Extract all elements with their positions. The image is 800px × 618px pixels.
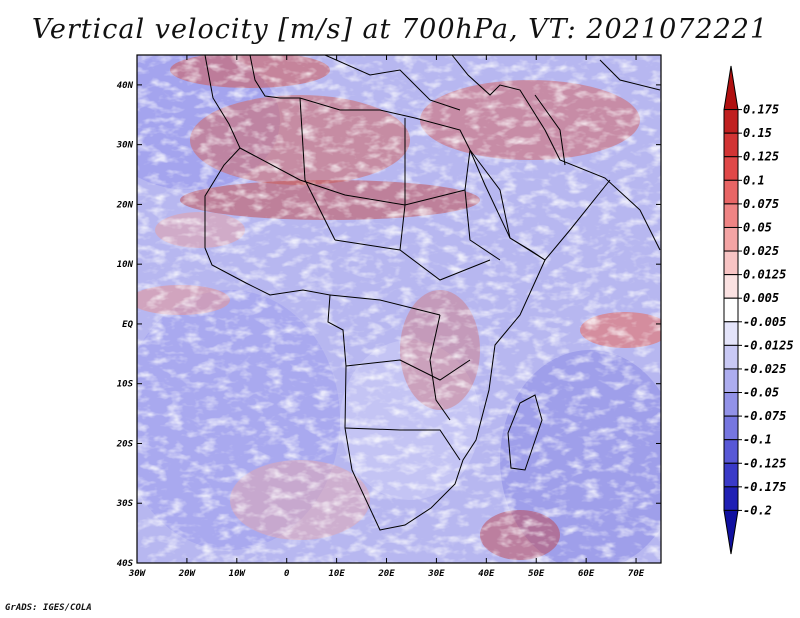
plot-frame [136, 54, 662, 564]
colorbar-label: 0.025 [743, 244, 779, 258]
colorbar-label: -0.075 [743, 409, 786, 423]
colorbar-label: -0.05 [743, 386, 779, 400]
x-tick-label: 0 [284, 569, 290, 579]
colorbar-label: 0.05 [743, 220, 772, 234]
x-tick-label: 20E [377, 569, 395, 579]
y-tick-label: 20N [116, 200, 134, 210]
y-tick-label: 10S [117, 380, 134, 390]
colorbar-swatch [723, 297, 739, 323]
colorbar-swatch [723, 65, 739, 111]
x-tick-label: 20W [178, 569, 197, 579]
x-axis: 30W 20W 10W 0 10E 20E 30E 40E 50E 60E 70E [128, 55, 645, 579]
y-axis: 40S 30S 20S 10S EQ 10N 20N 30N 40N [116, 81, 661, 569]
x-tick-label: 30E [427, 569, 445, 579]
colorbar-label: -0.025 [743, 362, 786, 376]
colorbar-swatch [723, 109, 739, 134]
colorbar-swatch [723, 321, 739, 346]
y-tick-label: 20S [116, 439, 134, 449]
colorbar-label: -0.125 [743, 456, 786, 470]
footer-credit: GrADS: IGES/COLA [5, 603, 92, 613]
colorbar-swatch [723, 344, 739, 370]
colorbar-swatch [723, 368, 739, 394]
colorbar-swatch [723, 179, 739, 205]
colorbar-swatch [723, 462, 739, 488]
y-tick-label: 40S [117, 559, 134, 569]
x-tick-label: 60E [578, 569, 595, 579]
colorbar-swatch [723, 392, 739, 417]
coastlines [204, 55, 661, 531]
y-tick-label: EQ [122, 320, 133, 330]
colorbar-label: -0.0125 [743, 338, 794, 352]
colorbar-swatch [723, 415, 739, 441]
colorbar-label: 0.125 [743, 150, 779, 164]
colorbar-swatch [723, 132, 739, 158]
x-tick-label: 10E [328, 569, 345, 579]
colorbar: 0.175 0.15 0.125 0.1 0.075 0.05 0.025 0.0125 0.0… [723, 65, 794, 555]
colorbar-swatch [723, 156, 739, 181]
velocity-field [137, 55, 661, 563]
y-tick-label: 40N [117, 81, 134, 91]
colorbar-swatch [723, 226, 739, 252]
x-tick-label: 70E [628, 569, 645, 579]
x-tick-label: 10W [229, 569, 247, 579]
colorbar-swatch [723, 274, 739, 299]
colorbar-label: -0.005 [743, 315, 786, 329]
colorbar-label: 0.005 [743, 291, 779, 305]
colorbar-label: -0.175 [743, 480, 786, 494]
colorbar-label: -0.2 [743, 503, 772, 517]
chart-title: Vertical velocity [m/s] at 700hPa, VT: 2… [31, 14, 769, 45]
colorbar-swatch [723, 509, 739, 555]
colorbar-label: -0.1 [743, 433, 772, 447]
x-tick-label: 40E [478, 569, 495, 579]
colorbar-label: 0.175 [743, 103, 779, 117]
colorbar-swatch [723, 203, 739, 228]
colorbar-label: 0.075 [743, 197, 779, 211]
colorbar-swatch [723, 250, 739, 276]
y-tick-label: 10N [117, 260, 134, 270]
y-tick-label: 30S [116, 499, 134, 509]
colorbar-swatch [723, 486, 739, 511]
colorbar-label: 0.15 [743, 126, 772, 140]
x-tick-label: 30W [128, 569, 147, 579]
colorbar-label: 0.1 [743, 173, 765, 187]
colorbar-swatch [723, 439, 739, 464]
x-tick-label: 50E [528, 569, 545, 579]
colorbar-label: 0.0125 [743, 268, 786, 282]
y-tick-label: 30N [116, 141, 134, 151]
